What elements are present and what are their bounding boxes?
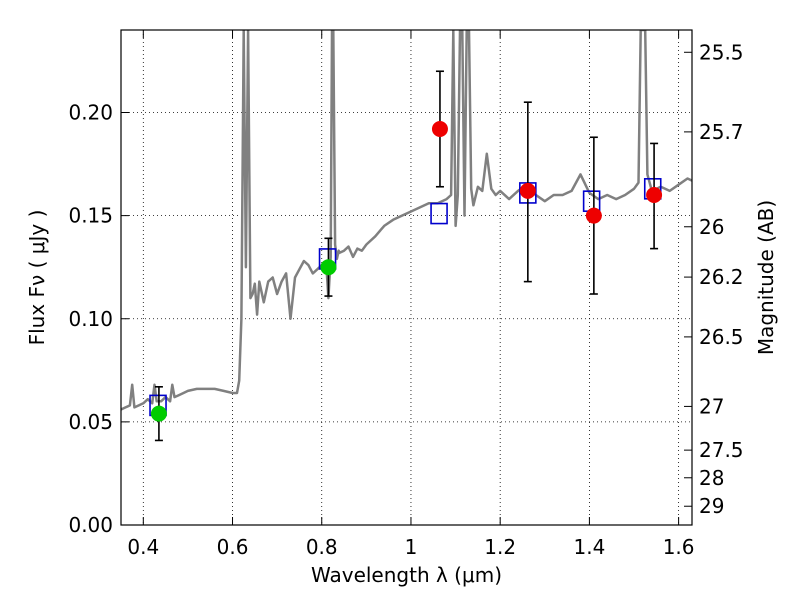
x-tick-label: 1.4 [573, 535, 605, 559]
x-tick-label: 0.6 [217, 535, 249, 559]
axis-ticks: 0.4 0.6 0.8 1 1.2 1.4 1.6 0.00 0.05 0.10 0.15 0.20 2… [68, 30, 744, 559]
observed-point [519, 182, 536, 199]
observed-point [431, 121, 448, 137]
right-tick-label: 25.7 [699, 120, 744, 144]
y-tick-label: 0.05 [68, 410, 113, 434]
right-tick-label: 26.2 [699, 265, 744, 289]
right-tick-label: 28 [699, 466, 724, 490]
right-axis-label: Magnitude (AB) [754, 200, 778, 355]
right-tick-label: 26.5 [699, 325, 744, 349]
observed-point [646, 187, 663, 203]
right-tick-label: 29 [699, 494, 724, 518]
right-tick-label: 27 [699, 394, 724, 418]
plot-area [121, 30, 692, 442]
y-tick-label: 0.10 [68, 307, 113, 331]
right-tick-label: 26 [699, 215, 724, 239]
x-tick-label: 0.8 [306, 535, 338, 559]
y-tick-label: 0.20 [68, 101, 113, 125]
x-tick-label: 0.4 [127, 535, 159, 559]
y-tick-label: 0.00 [68, 513, 113, 537]
model-band-square [430, 202, 448, 225]
y-tick-label: 0.15 [68, 204, 113, 228]
grid [121, 30, 692, 526]
y-axis-label: Flux Fν ( μJy ) [25, 210, 49, 346]
detection-point [150, 405, 167, 422]
detection-point [320, 259, 337, 276]
x-tick-label: 1.6 [663, 535, 695, 559]
spectrum-line [121, 30, 692, 411]
x-axis-label: Wavelength λ (μm) [311, 563, 502, 587]
x-tick-label: 1 [405, 535, 418, 559]
x-tick-label: 1.2 [484, 535, 516, 559]
right-tick-label: 25.5 [699, 40, 744, 64]
observed-point [585, 207, 602, 224]
plot-frame [120, 29, 693, 526]
right-tick-label: 27.5 [699, 438, 744, 462]
